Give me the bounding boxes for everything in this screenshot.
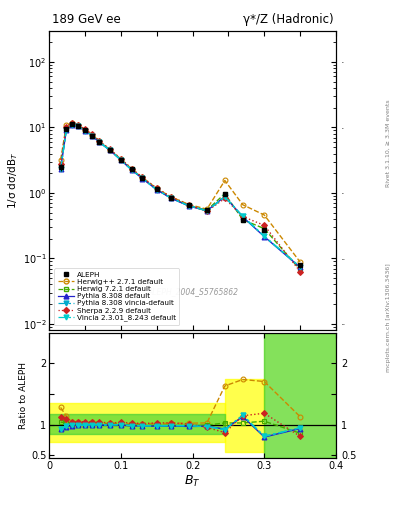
Text: γ*/Z (Hadronic): γ*/Z (Hadronic)	[242, 13, 333, 26]
Text: mcplots.cern.ch [arXiv:1306.3436]: mcplots.cern.ch [arXiv:1306.3436]	[386, 263, 391, 372]
Text: Rivet 3.1.10, ≥ 3.3M events: Rivet 3.1.10, ≥ 3.3M events	[386, 99, 391, 187]
Legend: ALEPH, Herwig++ 2.7.1 default, Herwig 7.2.1 default, Pythia 8.308 default, Pythi: ALEPH, Herwig++ 2.7.1 default, Herwig 7.…	[54, 268, 179, 325]
Text: 189 GeV ee: 189 GeV ee	[52, 13, 121, 26]
Text: ALEPH_2004_S5765862: ALEPH_2004_S5765862	[147, 287, 238, 296]
X-axis label: $B_T$: $B_T$	[184, 474, 201, 489]
Y-axis label: 1/σ dσ/dB$_T$: 1/σ dσ/dB$_T$	[6, 152, 20, 209]
Y-axis label: Ratio to ALEPH: Ratio to ALEPH	[19, 362, 28, 429]
